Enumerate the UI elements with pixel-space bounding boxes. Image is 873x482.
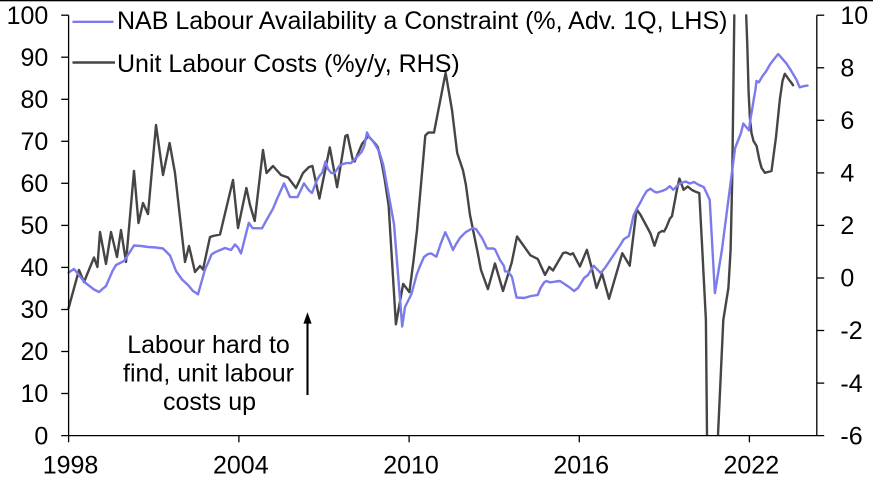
svg-text:6: 6	[840, 107, 854, 135]
svg-text:90: 90	[20, 44, 48, 72]
svg-text:NAB Labour Availability a Cons: NAB Labour Availability a Constraint (%,…	[117, 7, 727, 35]
svg-text:1998: 1998	[43, 452, 99, 480]
svg-text:100: 100	[7, 2, 49, 30]
svg-text:-6: -6	[840, 422, 862, 450]
svg-text:0: 0	[840, 265, 854, 293]
svg-text:-2: -2	[840, 317, 862, 345]
svg-text:Unit Labour Costs (%y/y, RHS): Unit Labour Costs (%y/y, RHS)	[117, 50, 460, 78]
svg-text:60: 60	[20, 170, 48, 198]
svg-text:0: 0	[34, 422, 48, 450]
svg-text:2004: 2004	[213, 452, 269, 480]
svg-text:30: 30	[20, 296, 48, 324]
svg-text:10: 10	[20, 380, 48, 408]
svg-text:4: 4	[840, 160, 854, 188]
svg-text:2: 2	[840, 212, 854, 240]
svg-text:2010: 2010	[383, 452, 439, 480]
svg-text:2022: 2022	[723, 452, 779, 480]
svg-text:80: 80	[20, 86, 48, 114]
svg-text:40: 40	[20, 254, 48, 282]
svg-text:10: 10	[840, 2, 868, 30]
svg-text:20: 20	[20, 338, 48, 366]
svg-text:find, unit labour: find, unit labour	[123, 360, 294, 388]
svg-text:8: 8	[840, 55, 854, 83]
svg-text:-4: -4	[840, 370, 862, 398]
svg-text:2016: 2016	[553, 452, 609, 480]
svg-text:50: 50	[20, 212, 48, 240]
svg-text:70: 70	[20, 128, 48, 156]
svg-text:costs up: costs up	[163, 388, 256, 416]
svg-text:Labour hard to: Labour hard to	[127, 331, 290, 359]
